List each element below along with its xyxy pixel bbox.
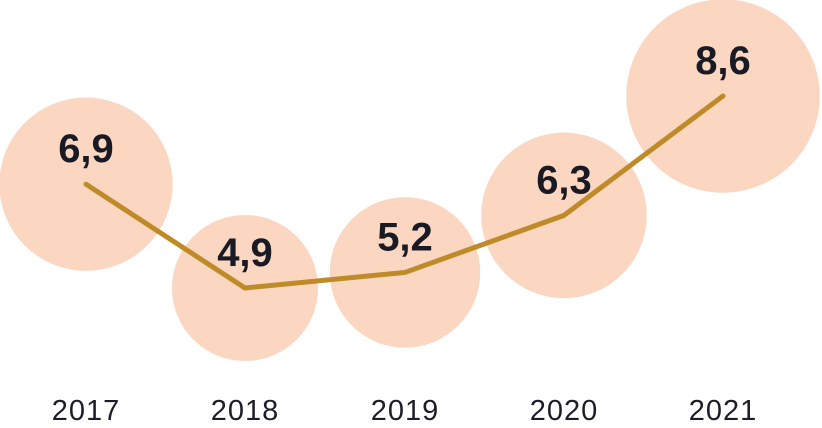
- value-label: 8,6: [695, 39, 751, 83]
- value-label: 4,9: [217, 231, 273, 275]
- x-axis-label: 2020: [530, 395, 599, 427]
- value-label: 6,3: [536, 158, 592, 202]
- value-label: 5,2: [377, 215, 433, 259]
- value-label: 6,9: [58, 127, 114, 171]
- trend-line: [83, 93, 726, 291]
- x-axis-label: 2017: [52, 395, 121, 427]
- x-axis-label: 2019: [371, 395, 440, 427]
- x-axis-label: 2021: [689, 395, 758, 427]
- x-axis-label: 2018: [211, 395, 280, 427]
